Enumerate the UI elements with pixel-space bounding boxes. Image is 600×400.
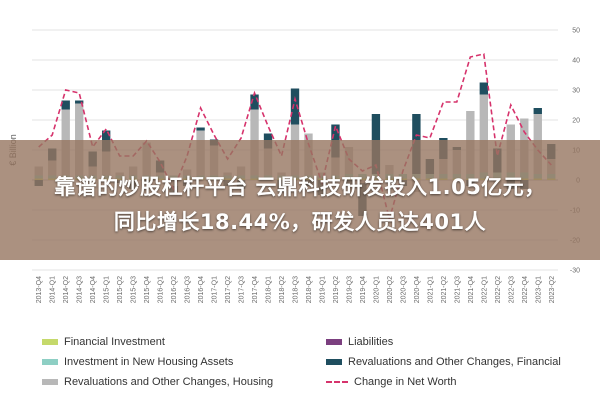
- x-tick-label: 2019-Q3: [346, 276, 353, 303]
- legend-swatch: [326, 339, 342, 345]
- x-tick-label: 2019-Q4: [360, 276, 367, 303]
- x-tick-label: 2018-Q2: [279, 276, 286, 303]
- legend-item: Liabilities: [326, 336, 393, 348]
- x-tick-label: 2022-Q1: [481, 276, 488, 303]
- x-tick-label: 2016-Q2: [171, 276, 178, 303]
- x-tick-label: 2018-Q4: [306, 276, 313, 303]
- x-tick-label: 2021-Q3: [454, 276, 461, 303]
- x-tick-label: 2020-Q3: [400, 276, 407, 303]
- headline-banner: [0, 140, 600, 260]
- x-tick-label: 2015-Q3: [131, 276, 138, 303]
- legend-item: Investment in New Housing Assets: [42, 356, 233, 368]
- x-tick-label: 2020-Q1: [373, 276, 380, 303]
- x-tick-label: 2014-Q4: [90, 276, 97, 303]
- x-tick-label: 2017-Q2: [225, 276, 232, 303]
- x-tick-label: 2017-Q3: [239, 276, 246, 303]
- y-tick-label: 40: [572, 58, 580, 65]
- x-tick-label: 2022-Q4: [522, 276, 529, 303]
- x-tick-label: 2013-Q4: [36, 276, 43, 303]
- bar-segment: [479, 94, 489, 173]
- x-tick-label: 2016-Q4: [198, 276, 205, 303]
- x-tick-label: 2015-Q4: [144, 276, 151, 303]
- legend-swatch: [42, 339, 58, 345]
- x-tick-label: 2016-Q1: [158, 276, 165, 303]
- series-line: [38, 53, 552, 223]
- headline-line-1: 靠谱的炒股杠杆平台 云鼎科技研发投入1.05亿元，: [54, 175, 546, 199]
- x-tick-label: 2019-Q1: [319, 276, 326, 303]
- x-tick-label: 2016-Q3: [185, 276, 192, 303]
- bar-segment: [479, 82, 489, 95]
- x-tick-label: 2015-Q1: [104, 276, 111, 303]
- legend-item: Revaluations and Other Changes, Financia…: [326, 356, 561, 368]
- y-tick-label: 50: [572, 28, 580, 35]
- bar-segment: [61, 100, 70, 110]
- chart-legend: Financial Investment Liabilities Investmen…: [0, 332, 600, 392]
- legend-label: Revaluations and Other Changes, Housing: [64, 376, 274, 388]
- y-tick-label: -30: [570, 268, 580, 275]
- legend-item: Revaluations and Other Changes, Housing: [42, 376, 273, 388]
- x-tick-label: 2014-Q1: [50, 276, 57, 303]
- x-tick-label: 2020-Q4: [414, 276, 421, 303]
- x-tick-label: 2023-Q1: [535, 276, 542, 303]
- legend-swatch: [42, 379, 58, 385]
- y-tick-label: 30: [572, 88, 580, 95]
- bar-segment: [75, 103, 84, 176]
- legend-label: Financial Investment: [64, 336, 165, 348]
- bar-segment: [533, 108, 542, 114]
- legend-swatch: [326, 359, 342, 365]
- legend-item: Change in Net Worth: [326, 376, 457, 388]
- x-tick-label: 2021-Q4: [468, 276, 475, 303]
- x-tick-labels: 2013-Q4 2014-Q1 2014-Q2 2014-Q3 2014-Q4 2015-…: [36, 276, 556, 303]
- x-tick-label: 2021-Q2: [441, 276, 448, 303]
- x-tick-label: 2017-Q4: [252, 276, 259, 303]
- legend-label: Investment in New Housing Assets: [64, 356, 234, 368]
- headline-line-2: 同比增长18.44%，研发人员达401人: [113, 210, 487, 234]
- legend-swatch: [42, 359, 58, 365]
- x-tick-label: 2014-Q3: [77, 276, 84, 303]
- x-tick-label: 2022-Q2: [495, 276, 502, 303]
- x-tick-label: 2017-Q1: [212, 276, 219, 303]
- y-tick-label: 20: [572, 118, 580, 125]
- legend-label: Change in Net Worth: [354, 376, 457, 388]
- legend-label: Revaluations and Other Changes, Financia…: [348, 356, 561, 368]
- x-tick-label: 2022-Q3: [508, 276, 515, 303]
- line-layer: [38, 53, 552, 223]
- x-tick-label: 2020-Q2: [387, 276, 394, 303]
- x-tick-label: 2019-Q2: [333, 276, 340, 303]
- x-tick-label: 2018-Q3: [293, 276, 300, 303]
- x-tick-label: 2021-Q1: [427, 276, 434, 303]
- x-tick-label: 2015-Q2: [117, 276, 124, 303]
- bar-segment: [290, 88, 300, 125]
- x-tick-label: 2018-Q1: [266, 276, 273, 303]
- x-tick-label: 2014-Q2: [63, 276, 70, 303]
- legend-swatch: [326, 381, 348, 383]
- legend-label: Liabilities: [348, 336, 394, 348]
- bar-segment: [75, 100, 84, 104]
- legend-item: Financial Investment: [42, 336, 165, 348]
- x-tick-label: 2023-Q2: [549, 276, 556, 303]
- bar-segment: [250, 94, 259, 110]
- bar-segment: [196, 127, 205, 131]
